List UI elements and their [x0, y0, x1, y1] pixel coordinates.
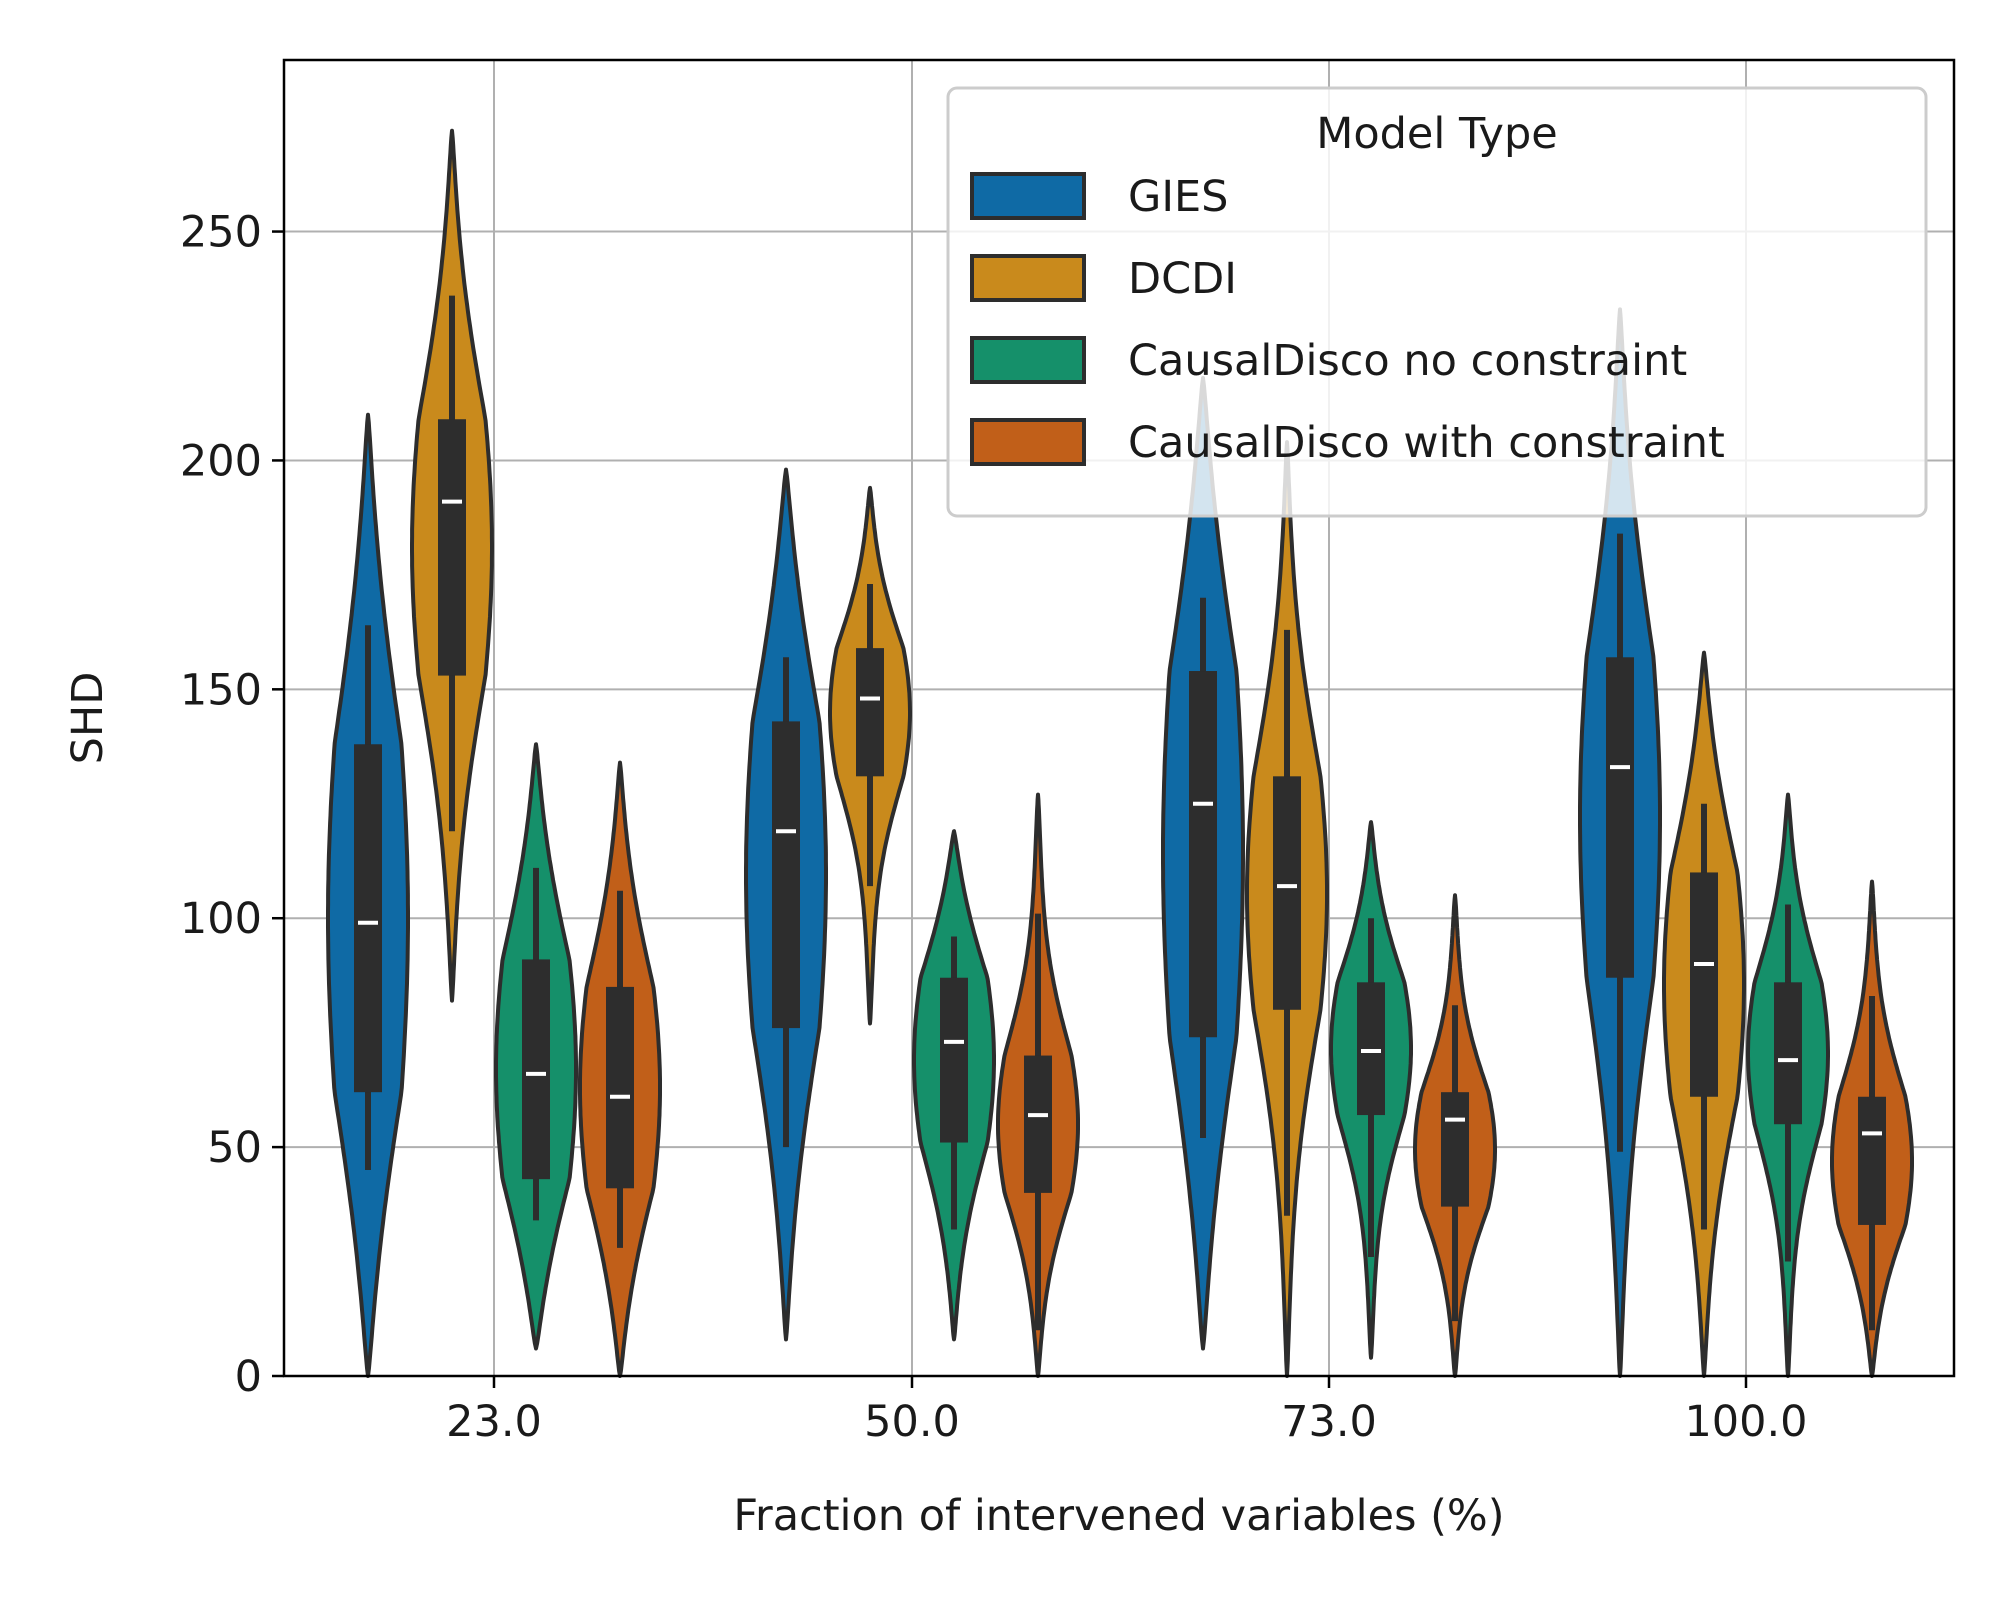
violin-dcdi-50.0 [828, 485, 912, 1026]
violin-iqr-box [772, 721, 800, 1029]
legend-entry-label: CausalDisco no constraint [1128, 336, 1687, 386]
violin-causaldisco-no-constraint-100.0 [1746, 792, 1830, 1378]
violin-iqr-box [1441, 1092, 1469, 1207]
violin-iqr-box [1357, 982, 1385, 1116]
y-tick-label: 50 [207, 1123, 262, 1173]
x-tick-label: 50.0 [864, 1397, 960, 1447]
y-axis-label: SHD [63, 672, 113, 765]
legend-entry-label: CausalDisco with constraint [1128, 418, 1725, 468]
y-tick-label: 100 [180, 894, 262, 944]
x-tick-label: 100.0 [1684, 1397, 1807, 1447]
violin-iqr-box [1024, 1055, 1052, 1193]
violin-iqr-box [1273, 776, 1301, 1010]
legend-swatch [970, 172, 1086, 220]
axes: 0 50 100 150 200 250 23.0 50.0 73.0 100.0 [180, 208, 1808, 1447]
violin-iqr-box [522, 959, 550, 1180]
violin-causaldisco-with-constraint-50.0 [996, 792, 1080, 1378]
violin-dcdi-23.0 [410, 128, 494, 1003]
violin-gies-23.0 [326, 412, 410, 1378]
violin-iqr-box [1189, 671, 1217, 1038]
legend-swatch [970, 418, 1086, 466]
legend: Model Type GIES DCDI CausalDisco no constr… [946, 86, 1928, 518]
violin-gies-100.0 [1578, 307, 1662, 1378]
violin-causaldisco-with-constraint-100.0 [1830, 879, 1914, 1378]
y-tick-label: 150 [180, 665, 262, 715]
violin-gies-73.0 [1161, 376, 1245, 1351]
violin-causaldisco-with-constraint-73.0 [1413, 893, 1497, 1378]
plot-area-frame [282, 58, 1956, 1378]
violin-causaldisco-no-constraint-23.0 [494, 742, 578, 1351]
violin-iqr-box [940, 977, 968, 1143]
violin-iqr-box [1690, 872, 1718, 1097]
x-tick-label: 73.0 [1281, 1397, 1377, 1447]
x-axis-label: Fraction of intervened variables (%) [733, 1491, 1504, 1541]
violin-iqr-box [856, 648, 884, 777]
violin-iqr-box [1606, 657, 1634, 978]
legend-swatch [970, 336, 1086, 384]
violin-dcdi-100.0 [1662, 650, 1746, 1378]
legend-title: Model Type [1316, 109, 1558, 159]
violin-iqr-box [1774, 982, 1802, 1125]
y-tick-label: 200 [180, 436, 262, 486]
legend-box [946, 86, 1928, 518]
violin-causaldisco-with-constraint-23.0 [578, 760, 662, 1378]
legend-entry-label: GIES [1128, 172, 1228, 222]
violins [326, 128, 1914, 1378]
violin-iqr-box [606, 986, 634, 1189]
x-tick-label: 23.0 [446, 1397, 542, 1447]
violin-gies-50.0 [744, 467, 828, 1342]
legend-swatch [970, 254, 1086, 302]
violin-iqr-box [1858, 1096, 1886, 1225]
violin-iqr-box [354, 744, 382, 1093]
y-tick-label: 0 [235, 1352, 262, 1402]
y-tick-label: 250 [180, 208, 262, 258]
legend-entry-label: DCDI [1128, 254, 1237, 304]
violin-dcdi-73.0 [1245, 440, 1329, 1378]
violin-causaldisco-no-constraint-73.0 [1329, 820, 1413, 1360]
violin-causaldisco-no-constraint-50.0 [912, 829, 996, 1342]
violin-iqr-box [438, 419, 466, 676]
